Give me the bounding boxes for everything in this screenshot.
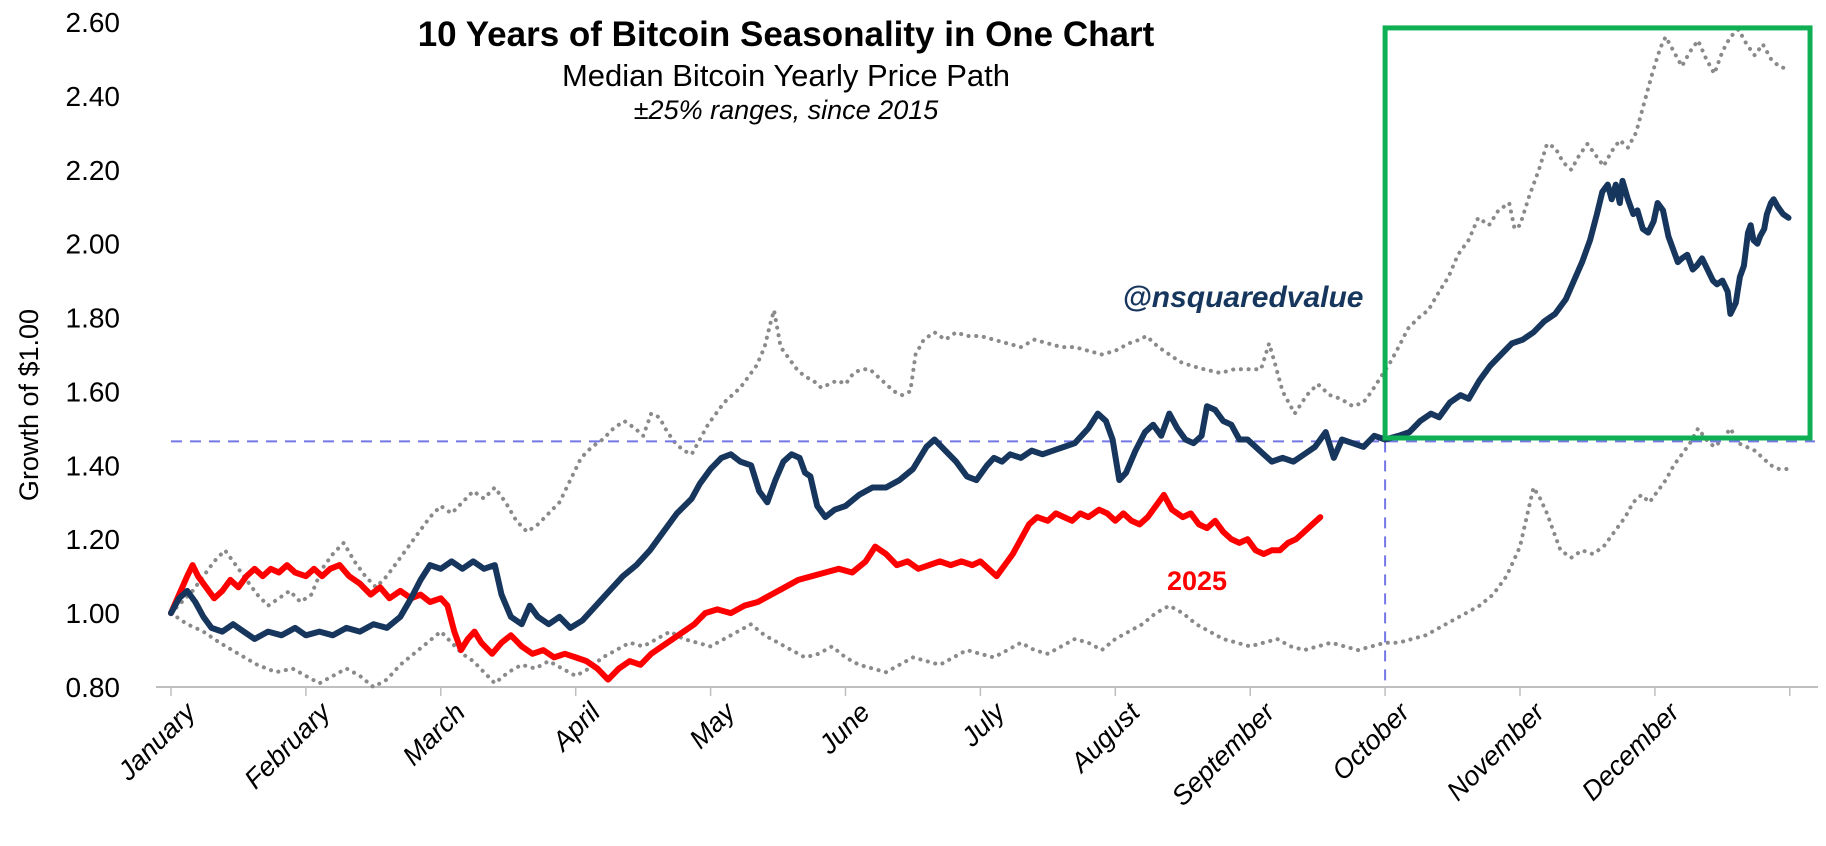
series-range-lower <box>169 424 1792 690</box>
x-tick-label: March <box>397 697 471 771</box>
watermark-handle: @nsquaredvalue <box>1123 281 1364 314</box>
y-tick-label: 2.40 <box>66 81 121 112</box>
x-tick-label: October <box>1326 696 1416 786</box>
x-tick-label: February <box>239 696 338 795</box>
x-tick-label: June <box>812 697 875 760</box>
series-range-upper <box>169 26 1792 616</box>
x-tick-label: September <box>1166 696 1281 811</box>
chart-tagline: ±25% ranges, since 2015 <box>634 95 939 125</box>
x-tick-label: December <box>1576 696 1686 806</box>
y-tick-label: 1.20 <box>66 524 121 555</box>
y-tick-label: 2.20 <box>66 155 121 186</box>
highlight-box-q4 <box>1382 25 1813 441</box>
y-tick-label: 2.00 <box>66 229 121 260</box>
x-tick-label: January <box>111 696 202 787</box>
x-tick-label: November <box>1441 696 1551 806</box>
y-tick-label: 0.80 <box>66 672 121 703</box>
chart-subtitle: Median Bitcoin Yearly Price Path <box>562 58 1010 93</box>
y-tick-label: 1.60 <box>66 376 121 407</box>
y-tick-label: 1.80 <box>66 303 121 334</box>
y-tick-label: 1.40 <box>66 450 121 481</box>
series-median <box>168 177 1792 642</box>
chart-title: 10 Years of Bitcoin Seasonality in One C… <box>418 15 1155 54</box>
series-y2025 <box>168 491 1324 683</box>
x-tick-label: May <box>684 696 742 754</box>
series-label-2025: 2025 <box>1167 566 1227 596</box>
y-axis-title: Growth of $1.00 <box>14 309 44 501</box>
x-tick-label: April <box>545 696 607 758</box>
y-tick-label: 1.00 <box>66 598 121 629</box>
plot-area: 0.80 1.00 1.20 1.40 1.60 1.80 2.00 2.20 2.40 2.60… <box>66 7 1818 812</box>
y-tick-label: 2.60 <box>66 7 121 38</box>
x-tick-label: August <box>1063 696 1146 779</box>
x-tick-label: July <box>955 696 1012 753</box>
